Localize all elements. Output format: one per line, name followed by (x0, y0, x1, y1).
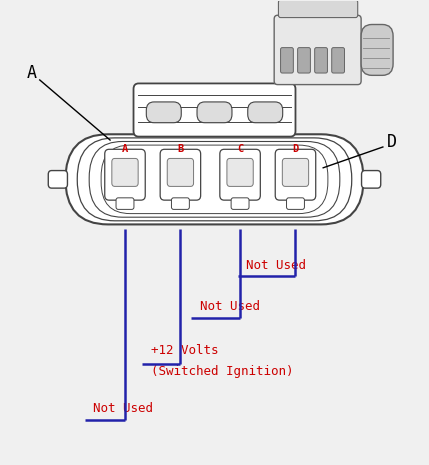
FancyBboxPatch shape (48, 171, 67, 188)
Text: A: A (122, 144, 128, 154)
FancyBboxPatch shape (278, 0, 358, 18)
FancyBboxPatch shape (275, 149, 316, 200)
FancyBboxPatch shape (314, 47, 327, 73)
FancyBboxPatch shape (89, 141, 340, 217)
Text: D: D (387, 133, 396, 152)
Text: B: B (177, 144, 184, 154)
FancyBboxPatch shape (287, 198, 305, 209)
FancyBboxPatch shape (105, 149, 145, 200)
FancyBboxPatch shape (116, 198, 134, 209)
FancyBboxPatch shape (220, 149, 260, 200)
Text: Not Used: Not Used (199, 300, 260, 313)
FancyBboxPatch shape (298, 47, 311, 73)
FancyBboxPatch shape (227, 159, 253, 186)
FancyBboxPatch shape (146, 102, 181, 123)
FancyBboxPatch shape (112, 159, 138, 186)
FancyBboxPatch shape (77, 138, 352, 221)
FancyBboxPatch shape (274, 15, 361, 85)
Text: D: D (292, 144, 299, 154)
FancyBboxPatch shape (361, 25, 393, 75)
Text: A: A (26, 64, 36, 82)
FancyBboxPatch shape (197, 102, 232, 123)
FancyBboxPatch shape (282, 159, 308, 186)
FancyBboxPatch shape (172, 198, 189, 209)
FancyBboxPatch shape (101, 145, 328, 213)
FancyBboxPatch shape (248, 102, 283, 123)
Text: (Switched Ignition): (Switched Ignition) (151, 365, 293, 378)
FancyBboxPatch shape (133, 83, 296, 137)
FancyBboxPatch shape (65, 134, 364, 225)
Text: Not Used: Not Used (247, 259, 306, 272)
FancyBboxPatch shape (281, 47, 293, 73)
FancyBboxPatch shape (362, 171, 381, 188)
FancyBboxPatch shape (231, 198, 249, 209)
Text: C: C (237, 144, 243, 154)
FancyBboxPatch shape (332, 47, 344, 73)
FancyBboxPatch shape (160, 149, 201, 200)
Text: Not Used: Not Used (93, 402, 153, 415)
Text: +12 Volts: +12 Volts (151, 344, 218, 357)
FancyBboxPatch shape (167, 159, 193, 186)
